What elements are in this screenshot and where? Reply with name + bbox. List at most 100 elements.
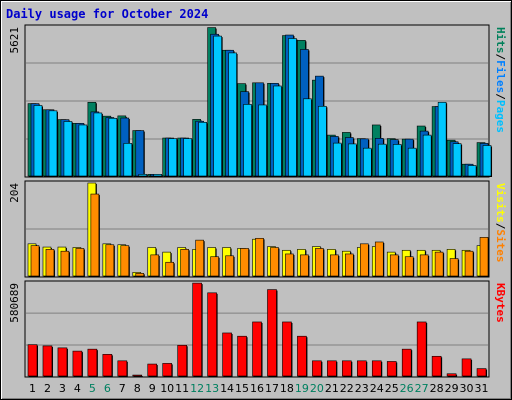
chart-title: Daily usage for October 2024 xyxy=(6,7,209,21)
bar-sites-day-27 xyxy=(419,254,429,277)
bar-sites-day-14 xyxy=(225,255,234,277)
legend-visits-sites: Visits/Sites xyxy=(494,183,507,263)
bar-pages-day-24 xyxy=(377,143,387,177)
bar-sites-day-24 xyxy=(374,241,384,277)
bar-pages-day-17 xyxy=(273,85,282,177)
bar-kbytes-day-8 xyxy=(132,374,143,377)
bar-sites-day-5 xyxy=(90,193,100,277)
bar-pages-day-29 xyxy=(452,143,462,177)
day-label-2: 2 xyxy=(44,382,51,395)
bar-sites-day-21 xyxy=(330,254,339,277)
day-label-12: 12 xyxy=(190,382,204,395)
bar-sites-day-19 xyxy=(300,254,309,277)
bar-kbytes-day-1 xyxy=(27,344,38,377)
bar-kbytes-day-19 xyxy=(297,335,307,377)
bar-kbytes-day-9 xyxy=(147,363,158,377)
bar-kbytes-day-16 xyxy=(252,321,262,377)
bar-pages-day-18 xyxy=(288,38,297,177)
bar-pages-day-4 xyxy=(78,124,88,177)
day-label-27: 27 xyxy=(415,382,429,395)
bar-kbytes-day-17 xyxy=(267,289,277,377)
bar-kbytes-day-13 xyxy=(207,292,217,377)
bar-pages-day-6 xyxy=(108,117,118,177)
bar-sites-day-8 xyxy=(135,273,145,277)
day-label-4: 4 xyxy=(74,382,81,395)
day-label-16: 16 xyxy=(250,382,264,395)
bar-kbytes-day-12 xyxy=(192,282,202,377)
bar-sites-day-1 xyxy=(30,245,40,277)
bar-sites-day-13 xyxy=(210,256,219,277)
bar-pages-day-20 xyxy=(318,105,327,177)
bar-kbytes-day-14 xyxy=(222,332,232,377)
bar-pages-day-30 xyxy=(467,165,477,177)
legend-part: / xyxy=(494,93,507,100)
bar-kbytes-day-22 xyxy=(342,360,352,377)
ymax-label-kbytes: 580689 xyxy=(8,283,21,323)
bar-pages-day-31 xyxy=(482,145,492,177)
legend-hits-files-pages: Hits/Files/Pages xyxy=(494,27,507,133)
legend-kbytes: KBytes xyxy=(494,283,507,323)
bar-sites-day-18 xyxy=(285,253,294,277)
bar-kbytes-day-26 xyxy=(401,348,412,377)
day-label-23: 23 xyxy=(355,382,369,395)
bar-kbytes-day-24 xyxy=(371,360,382,377)
bar-sites-day-4 xyxy=(75,248,85,277)
bar-pages-day-21 xyxy=(333,142,342,177)
bar-kbytes-day-21 xyxy=(327,360,337,377)
bar-kbytes-day-25 xyxy=(386,361,397,377)
day-label-8: 8 xyxy=(134,382,141,395)
bar-kbytes-day-31 xyxy=(476,368,487,377)
legend-part: / xyxy=(494,54,507,61)
day-label-14: 14 xyxy=(220,382,234,395)
bar-kbytes-day-27 xyxy=(416,321,427,377)
day-label-11: 11 xyxy=(175,382,189,395)
bar-kbytes-day-7 xyxy=(117,360,128,377)
bar-sites-day-9 xyxy=(150,254,160,277)
day-label-31: 31 xyxy=(475,382,489,395)
bar-shadow xyxy=(133,376,143,377)
legend-part: Hits xyxy=(494,27,507,54)
bar-pages-day-2 xyxy=(48,110,58,177)
bar-kbytes-day-6 xyxy=(102,354,113,377)
day-label-19: 19 xyxy=(295,382,309,395)
bar-sites-day-7 xyxy=(120,245,130,277)
day-label-20: 20 xyxy=(310,382,324,395)
bar-sites-day-30 xyxy=(464,250,474,277)
legend-part: KBytes xyxy=(494,283,507,323)
day-label-21: 21 xyxy=(325,382,339,395)
bar-kbytes-day-23 xyxy=(356,360,367,377)
bar-sites-day-25 xyxy=(389,254,399,277)
bar-pages-day-22 xyxy=(348,143,357,177)
day-label-5: 5 xyxy=(89,382,96,395)
bar-pages-day-26 xyxy=(407,147,417,177)
bar-sites-day-26 xyxy=(404,256,414,277)
bar-pages-day-23 xyxy=(362,147,372,177)
day-label-17: 17 xyxy=(265,382,279,395)
bar-sites-day-17 xyxy=(270,247,279,277)
day-label-13: 13 xyxy=(205,382,219,395)
bar-pages-day-8 xyxy=(138,174,148,177)
legend-part: Sites xyxy=(494,229,507,262)
legend-part: Pages xyxy=(494,100,507,133)
day-label-22: 22 xyxy=(340,382,354,395)
bar-sites-day-10 xyxy=(165,261,175,277)
bar-kbytes-day-4 xyxy=(72,350,83,377)
bar-kbytes-day-5 xyxy=(87,348,98,377)
bar-sites-day-22 xyxy=(345,253,354,277)
day-label-18: 18 xyxy=(280,382,294,395)
day-label-1: 1 xyxy=(29,382,36,395)
legend-part: / xyxy=(494,223,507,230)
bar-pages-day-13 xyxy=(213,35,222,177)
day-label-25: 25 xyxy=(385,382,399,395)
bar-pages-day-19 xyxy=(303,98,312,177)
legend-part: Files xyxy=(494,60,507,93)
bar-kbytes-day-18 xyxy=(282,321,292,377)
bar-pages-day-7 xyxy=(123,143,133,177)
bar-kbytes-day-2 xyxy=(42,345,53,377)
bar-sites-day-23 xyxy=(359,243,369,277)
bar-pages-day-10 xyxy=(168,138,178,177)
bar-sites-day-2 xyxy=(45,249,55,277)
legend-part: Visits xyxy=(494,183,507,223)
day-label-6: 6 xyxy=(104,382,111,395)
bar-sites-day-16 xyxy=(255,237,264,277)
